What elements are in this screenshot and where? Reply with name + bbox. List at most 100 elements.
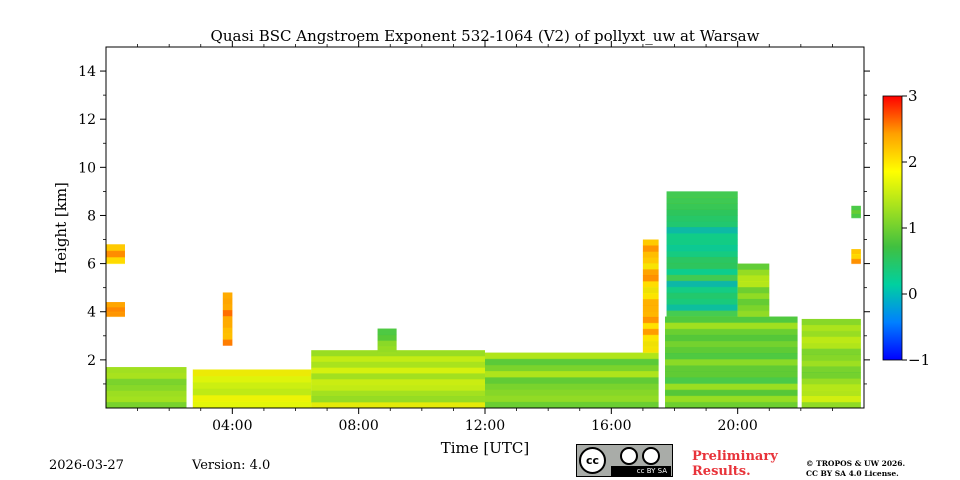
heatmap-texture <box>800 336 861 344</box>
heatmap-texture <box>665 401 798 408</box>
x-axis: 04:00 08:00 12:00 16:00 20:00 <box>137 41 833 434</box>
heatmap-texture <box>642 287 659 294</box>
preliminary-line-1: Preliminary <box>692 449 778 464</box>
heatmap-texture <box>192 382 312 390</box>
colorbar-ticks: −1 0 1 2 3 <box>902 87 930 369</box>
heatmap-texture <box>311 361 485 369</box>
heatmap-texture <box>666 286 738 294</box>
colorbar <box>882 95 903 361</box>
heatmap-texture <box>666 268 738 276</box>
heatmap-texture <box>800 396 861 403</box>
heatmap-texture <box>642 239 659 246</box>
heatmap-texture <box>642 269 659 276</box>
heatmap-texture <box>666 292 738 300</box>
heatmap-texture <box>192 395 312 403</box>
heatmap-texture <box>106 244 125 252</box>
heatmap-texture <box>311 373 485 380</box>
heatmap-texture <box>800 342 861 350</box>
heatmap-texture <box>800 378 861 385</box>
heatmap-texture <box>642 263 659 270</box>
heatmap-texture <box>665 340 798 348</box>
heatmap-texture <box>666 304 738 312</box>
heatmap-texture <box>666 280 738 288</box>
heatmap-texture <box>800 324 861 332</box>
heatmap-texture <box>665 377 798 385</box>
heatmap-texture <box>106 396 187 403</box>
heatmap-texture <box>222 292 233 299</box>
heatmap-texture <box>800 402 861 408</box>
heatmap-texture <box>665 334 798 342</box>
heatmap-texture <box>665 347 798 354</box>
heatmap-texture <box>666 233 738 240</box>
heatmap-texture <box>665 383 798 391</box>
y-tick-label: 12 <box>78 112 96 128</box>
heatmap-texture <box>666 239 738 246</box>
heatmap-texture <box>666 197 738 204</box>
y-axis: 2 4 6 8 10 12 14 <box>78 64 870 385</box>
heatmap-texture <box>851 249 861 255</box>
heatmap-texture <box>642 322 659 330</box>
heatmap-texture <box>666 245 738 252</box>
heatmap-texture <box>737 287 770 294</box>
heatmap-texture <box>192 375 312 383</box>
heatmap-texture <box>800 390 861 397</box>
heatmap-texture <box>666 209 738 216</box>
heatmap-texture <box>485 371 659 378</box>
heatmap-texture <box>800 366 861 373</box>
heatmap-texture <box>737 310 770 318</box>
heatmap-texture <box>800 330 861 338</box>
x-tick-label: 20:00 <box>717 418 757 434</box>
heatmap-texture <box>737 281 770 288</box>
heatmap-texture <box>485 352 659 360</box>
heatmap-texture <box>665 389 798 397</box>
heatmap-texture <box>642 316 659 324</box>
heatmap-texture <box>800 360 861 367</box>
y-tick-label: 6 <box>87 257 96 273</box>
heatmap-texture <box>222 304 233 311</box>
x-axis-label: Time [UTC] <box>441 439 530 457</box>
heatmap-texture <box>311 396 485 403</box>
heatmap-texture <box>106 378 187 386</box>
cc-icon: cc <box>579 447 606 474</box>
heatmap-texture <box>106 384 187 391</box>
data-gap-1 <box>658 47 663 408</box>
heatmap-texture <box>106 390 187 397</box>
heatmap-texture <box>642 334 659 342</box>
version-label: Version: 4.0 <box>192 458 271 473</box>
y-tick-label: 14 <box>78 64 96 80</box>
heatmap-texture <box>642 293 659 300</box>
heatmap-texture <box>311 367 485 374</box>
y-tick-label: 8 <box>87 208 96 224</box>
x-tick-label: 04:00 <box>212 418 252 434</box>
heatmap-texture <box>311 356 485 363</box>
heatmap-texture <box>800 354 861 362</box>
y-tick-label: 2 <box>87 353 96 369</box>
heatmap-texture <box>106 372 187 380</box>
heatmap-texture <box>192 369 312 377</box>
colorbar-tick-label: 1 <box>908 219 918 237</box>
heatmap-texture <box>311 384 485 392</box>
heatmap-texture <box>666 227 738 234</box>
preliminary-line-2: Results. <box>692 464 751 479</box>
heatmap-texture <box>642 257 659 264</box>
x-tick-label: 12:00 <box>465 418 505 434</box>
heatmap-texture <box>485 389 659 397</box>
x-tick-label: 16:00 <box>591 418 631 434</box>
heatmap-texture <box>642 281 659 288</box>
heatmap-texture <box>222 339 233 346</box>
heatmap-texture <box>485 401 659 408</box>
heatmap-texture <box>800 372 861 379</box>
heatmap-texture <box>192 401 312 408</box>
heatmap-texture <box>106 257 125 265</box>
heatmap-texture <box>222 321 233 329</box>
heatmap-texture <box>106 402 187 408</box>
y-tick-label: 4 <box>87 305 96 321</box>
y-axis-label: Height [km] <box>52 182 70 274</box>
colorbar-tick-label: 0 <box>908 285 918 303</box>
heatmap-texture <box>311 379 485 386</box>
cc-badge-text: cc BY SA <box>611 466 671 476</box>
heatmap-texture <box>737 269 770 276</box>
heatmap-texture <box>485 383 659 391</box>
heatmap-texture <box>311 350 485 357</box>
